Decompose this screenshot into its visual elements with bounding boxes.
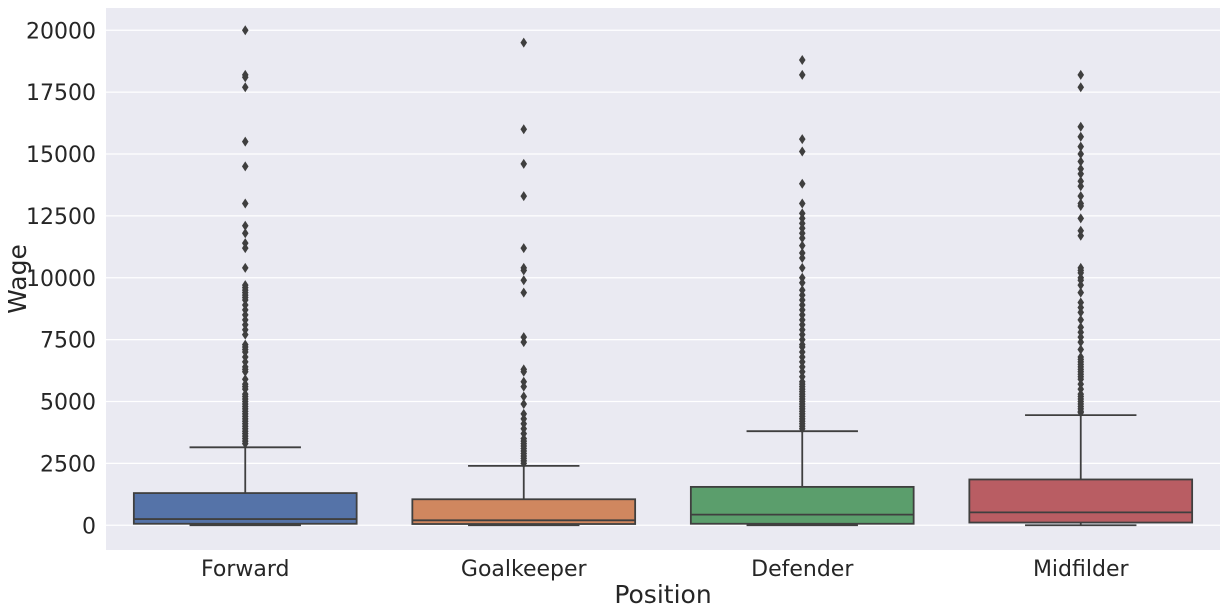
y-tick-label: 12500 <box>26 205 96 230</box>
outlier-point <box>520 398 528 409</box>
box-defender <box>689 54 915 527</box>
outlier-point <box>798 54 806 65</box>
grid-lines <box>106 29 1220 526</box>
outlier-point <box>1077 168 1085 179</box>
x-tick-label: Defender <box>751 557 854 582</box>
outlier-point <box>1077 407 1085 418</box>
outlier-point <box>241 198 249 209</box>
outlier-point <box>1077 82 1085 93</box>
outlier-point <box>1077 69 1085 80</box>
outlier-point <box>241 82 249 93</box>
y-tick-label: 5000 <box>40 391 96 416</box>
plot-background <box>106 8 1220 550</box>
y-tick-label: 2500 <box>40 452 96 477</box>
box-iqr <box>968 478 1194 524</box>
outlier-point <box>520 37 528 48</box>
y-tick-label: 17500 <box>26 81 96 106</box>
x-axis-label: Position <box>614 580 711 609</box>
x-tick-label: Forward <box>201 557 289 582</box>
y-axis-label: Wage <box>3 244 32 314</box>
outlier-point <box>241 329 249 340</box>
outlier-point <box>520 124 528 135</box>
outlier-point <box>798 233 806 244</box>
outlier-point <box>1077 314 1085 325</box>
x-tick-label: Goalkeeper <box>461 557 588 582</box>
x-tick-labels: Forward Goalkeeper Defender Midfilder <box>201 557 1129 582</box>
outlier-point <box>798 240 806 251</box>
outlier-point <box>520 287 528 298</box>
outlier-point <box>241 136 249 147</box>
outlier-point <box>798 198 806 209</box>
box-forward <box>132 25 358 527</box>
x-tick-label: Midfilder <box>1033 557 1130 582</box>
outlier-point <box>798 178 806 189</box>
y-tick-label: 10000 <box>26 267 96 292</box>
outlier-point <box>798 262 806 273</box>
outlier-point <box>1077 149 1085 160</box>
outlier-point <box>1077 213 1085 224</box>
outlier-point <box>1077 344 1085 355</box>
outlier-point <box>1077 131 1085 142</box>
outlier-point <box>1077 191 1085 202</box>
outlier-point <box>798 134 806 145</box>
outlier-point <box>520 191 528 202</box>
outlier-point <box>798 69 806 80</box>
outlier-point <box>798 146 806 157</box>
y-tick-label: 0 <box>82 514 96 539</box>
outlier-point <box>1077 287 1085 298</box>
outlier-point <box>520 337 528 348</box>
outlier-point <box>241 161 249 172</box>
outlier-point <box>241 228 249 239</box>
y-tick-label: 15000 <box>26 143 96 168</box>
box-iqr <box>689 485 915 525</box>
outlier-point <box>1077 156 1085 167</box>
outlier-point <box>241 243 249 254</box>
outlier-point <box>241 366 249 377</box>
outlier-point <box>241 262 249 273</box>
outlier-point <box>520 158 528 169</box>
outlier-point <box>798 252 806 263</box>
outlier-point <box>520 391 528 402</box>
outlier-point <box>1077 307 1085 318</box>
outlier-point <box>241 25 249 36</box>
outlier-point <box>1077 200 1085 211</box>
outlier-point <box>798 277 806 288</box>
outlier-point <box>520 381 528 392</box>
outlier-point <box>520 366 528 377</box>
outlier-point <box>1077 337 1085 348</box>
outlier-point <box>1077 280 1085 291</box>
box-goalkeeper <box>411 37 637 527</box>
outlier-point <box>241 220 249 231</box>
box-midfilder <box>968 69 1194 527</box>
outlier-point <box>1077 181 1085 192</box>
boxes-layer <box>132 25 1194 527</box>
y-tick-label: 7500 <box>40 329 96 354</box>
outlier-point <box>520 275 528 286</box>
y-tick-label: 20000 <box>26 19 96 44</box>
outlier-point <box>520 458 528 469</box>
outlier-point <box>1077 141 1085 152</box>
outlier-point <box>520 243 528 254</box>
outlier-point <box>798 423 806 434</box>
outlier-point <box>1077 230 1085 241</box>
outlier-point <box>241 72 249 83</box>
y-tick-labels: 0 2500 5000 7500 10000 12500 15000 17500 20000 <box>26 19 96 539</box>
outlier-point <box>241 438 249 449</box>
outlier-point <box>1077 121 1085 132</box>
outlier-point <box>520 265 528 276</box>
